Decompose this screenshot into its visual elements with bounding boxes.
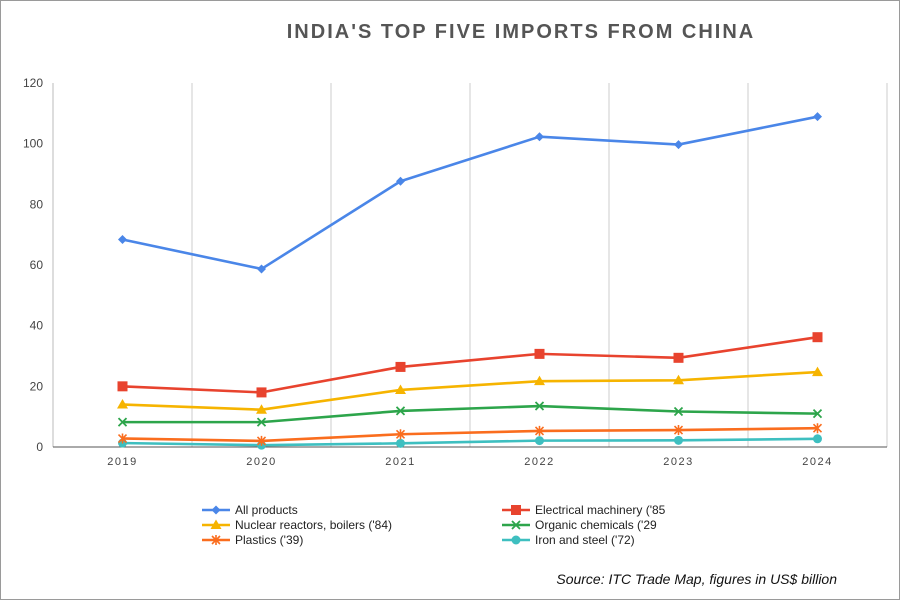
legend-label: Plastics ('39) xyxy=(235,533,304,547)
series-line xyxy=(122,437,818,447)
data-point xyxy=(535,132,544,142)
data-point xyxy=(117,433,128,444)
data-point xyxy=(673,352,684,363)
legend-label: All products xyxy=(235,503,298,517)
data-point xyxy=(673,425,684,436)
series-line xyxy=(122,426,818,443)
series-line xyxy=(122,404,818,424)
legend-swatch xyxy=(202,505,230,515)
data-point xyxy=(256,404,267,414)
data-point xyxy=(396,176,405,186)
series-electrical-machinery-85 xyxy=(117,332,823,398)
legend-label: Iron and steel ('72) xyxy=(535,533,635,547)
data-point xyxy=(535,436,544,446)
legend-item: Nuclear reactors, boilers ('84) xyxy=(201,518,501,532)
y-tick-label: 120 xyxy=(23,76,43,90)
y-tick-label: 20 xyxy=(30,379,44,393)
data-point xyxy=(812,423,823,434)
data-point xyxy=(395,384,406,394)
data-point xyxy=(118,235,127,245)
data-point xyxy=(117,381,128,392)
legend-item: All products xyxy=(201,503,501,517)
y-tick-label: 80 xyxy=(30,197,44,211)
series-all-products xyxy=(118,112,822,274)
legend-item: Plastics ('39) xyxy=(201,533,501,547)
series-line xyxy=(122,370,818,411)
data-point xyxy=(674,140,683,150)
legend-swatch-marker xyxy=(210,519,222,529)
legend-swatch-marker xyxy=(511,520,521,530)
legend-swatch xyxy=(502,535,530,545)
x-tick-label: 2021 xyxy=(385,456,415,468)
series-plastics-39 xyxy=(117,423,823,446)
data-point xyxy=(812,366,823,377)
legend-item: Iron and steel ('72) xyxy=(501,533,761,547)
data-point xyxy=(395,406,406,416)
data-point xyxy=(674,435,683,445)
legend-label: Electrical machinery ('85 xyxy=(535,503,666,517)
y-tick-label: 40 xyxy=(30,319,44,333)
legend-swatch xyxy=(502,520,530,530)
data-point xyxy=(117,399,128,409)
data-point xyxy=(256,417,267,427)
data-point xyxy=(395,361,406,372)
data-point xyxy=(534,375,545,386)
data-point xyxy=(257,264,266,274)
source-note: Source: ITC Trade Map, figures in US$ bi… xyxy=(556,571,837,587)
x-tick-label: 2023 xyxy=(663,456,693,468)
y-tick-label: 0 xyxy=(36,440,43,454)
data-point xyxy=(256,387,267,398)
series-nuclear-reactors-boilers-84 xyxy=(117,366,823,414)
data-point xyxy=(813,434,822,444)
data-point xyxy=(534,348,545,359)
series-organic-chemicals-29 xyxy=(117,401,823,427)
legend-swatch-marker xyxy=(511,505,521,515)
y-tick-label: 60 xyxy=(30,258,44,272)
series-line xyxy=(122,335,818,394)
legend-item: Organic chemicals ('29 xyxy=(501,518,761,532)
data-point xyxy=(117,417,128,427)
legend-swatch-marker xyxy=(211,505,221,515)
data-point xyxy=(673,406,684,417)
y-tick-label: 100 xyxy=(23,137,43,151)
legend: All products Electrical machinery ('85 Nuc… xyxy=(201,503,761,547)
series-layer xyxy=(117,112,823,450)
legend-swatch xyxy=(202,535,230,545)
series-line xyxy=(122,115,818,271)
data-point xyxy=(812,332,823,343)
x-tick-label: 2019 xyxy=(107,456,137,468)
data-point xyxy=(396,438,405,448)
data-point xyxy=(812,408,823,419)
data-point xyxy=(534,401,545,411)
axes: 0 20 40 60 80 100 120 2019 2020 2021 2022 2023 2024 xyxy=(23,76,887,468)
x-tick-label: 2020 xyxy=(246,456,276,468)
x-tick-label: 2024 xyxy=(802,456,832,468)
legend-swatch xyxy=(502,505,530,515)
legend-swatch-marker xyxy=(211,535,221,545)
legend-swatch-marker xyxy=(511,535,521,545)
data-point xyxy=(534,425,545,436)
legend-label: Nuclear reactors, boilers ('84) xyxy=(235,518,393,532)
data-point xyxy=(395,429,406,440)
data-point xyxy=(673,374,684,385)
data-point xyxy=(813,112,822,122)
legend-item: Electrical machinery ('85 xyxy=(501,503,761,517)
chart-title: INDIA'S TOP FIVE IMPORTS FROM CHINA xyxy=(286,21,756,43)
data-point xyxy=(256,435,267,446)
legend-label: Organic chemicals ('29 xyxy=(535,518,657,532)
legend-swatch xyxy=(202,519,230,529)
x-tick-label: 2022 xyxy=(524,456,554,468)
